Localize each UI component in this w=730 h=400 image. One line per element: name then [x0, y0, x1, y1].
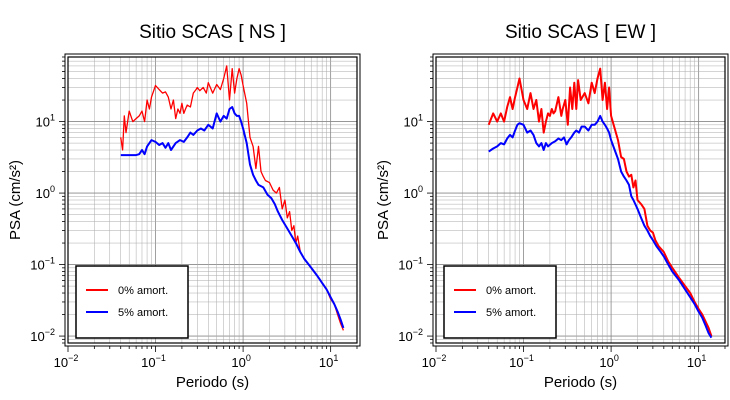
x-tick-label: 100: [231, 353, 250, 370]
x-tick-label: 10−1: [509, 353, 534, 370]
y-tick-exponent: −1: [45, 256, 55, 266]
x-tick-base: 10: [231, 355, 245, 370]
chart-title: Sitio SCAS [ NS ]: [139, 22, 286, 43]
y-tick-exponent: 1: [50, 113, 55, 123]
plot-frame: [435, 56, 726, 344]
x-tick-base: 10: [319, 355, 333, 370]
y-tick-base: 10: [36, 115, 50, 130]
y-tick-label: 10−1: [398, 256, 423, 273]
y-tick-exponent: −2: [45, 327, 55, 337]
y-axis-label: PSA (cm/s²): [375, 160, 392, 240]
y-tick-base: 10: [36, 186, 50, 201]
x-tick-base: 10: [422, 355, 436, 370]
legend: 0% amort. 5% amort.: [443, 265, 557, 339]
x-tick-exponent: −2: [436, 353, 446, 363]
x-axis-label: Periodo (s): [544, 374, 617, 391]
y-tick-exponent: −1: [413, 256, 423, 266]
y-tick-base: 10: [398, 329, 412, 344]
x-tick-base: 10: [54, 355, 68, 370]
y-tick-base: 10: [404, 115, 418, 130]
series-line-5pct: [488, 114, 713, 339]
legend-label-5pct: 5% amort.: [486, 307, 536, 319]
x-tick-exponent: −2: [68, 353, 78, 363]
x-tick-exponent: −1: [524, 353, 534, 363]
y-tick-base: 10: [30, 258, 44, 273]
x-tick-base: 10: [599, 355, 613, 370]
x-tick-base: 10: [509, 355, 523, 370]
y-tick-base: 10: [398, 258, 412, 273]
x-tick-label: 10−2: [54, 353, 79, 370]
x-tick-exponent: −1: [156, 353, 166, 363]
x-tick-exponent: 0: [614, 353, 619, 363]
y-tick-label: 10−1: [30, 256, 55, 273]
legend-box: [443, 265, 557, 339]
legend-label-0pct: 0% amort.: [118, 285, 168, 297]
y-tick-label: 100: [404, 184, 423, 201]
y-tick-exponent: 0: [50, 184, 55, 194]
y-tick-label: 101: [36, 113, 55, 130]
x-tick-label: 101: [319, 353, 338, 370]
y-tick-exponent: −2: [413, 327, 423, 337]
x-tick-exponent: 1: [333, 353, 338, 363]
legend-label-5pct: 5% amort.: [118, 307, 168, 319]
y-tick-label: 101: [404, 113, 423, 130]
legend-box: [75, 265, 189, 339]
y-tick-label: 100: [36, 184, 55, 201]
y-tick-exponent: 1: [418, 113, 423, 123]
x-tick-label: 10−1: [141, 353, 166, 370]
legend-label-0pct: 0% amort.: [486, 285, 536, 297]
x-tick-base: 10: [141, 355, 155, 370]
x-axis-label: Periodo (s): [176, 374, 249, 391]
y-axis-label: PSA (cm/s²): [7, 160, 24, 240]
y-tick-base: 10: [30, 329, 44, 344]
y-tick-base: 10: [404, 186, 418, 201]
y-tick-label: 10−2: [30, 327, 55, 344]
x-tick-exponent: 1: [701, 353, 706, 363]
x-tick-label: 101: [687, 353, 706, 370]
x-tick-label: 10−2: [422, 353, 447, 370]
series-line-0pct: [120, 65, 345, 331]
y-tick-exponent: 0: [418, 184, 423, 194]
x-tick-exponent: 0: [246, 353, 251, 363]
y-tick-label: 10−2: [398, 327, 423, 344]
x-tick-label: 100: [599, 353, 618, 370]
legend: 0% amort. 5% amort.: [75, 265, 189, 339]
series-line-0pct: [487, 67, 713, 337]
x-tick-base: 10: [687, 355, 701, 370]
chart-title: Sitio SCAS [ EW ]: [505, 22, 656, 43]
plot-frame: [67, 56, 358, 344]
series-line-5pct: [120, 106, 345, 329]
